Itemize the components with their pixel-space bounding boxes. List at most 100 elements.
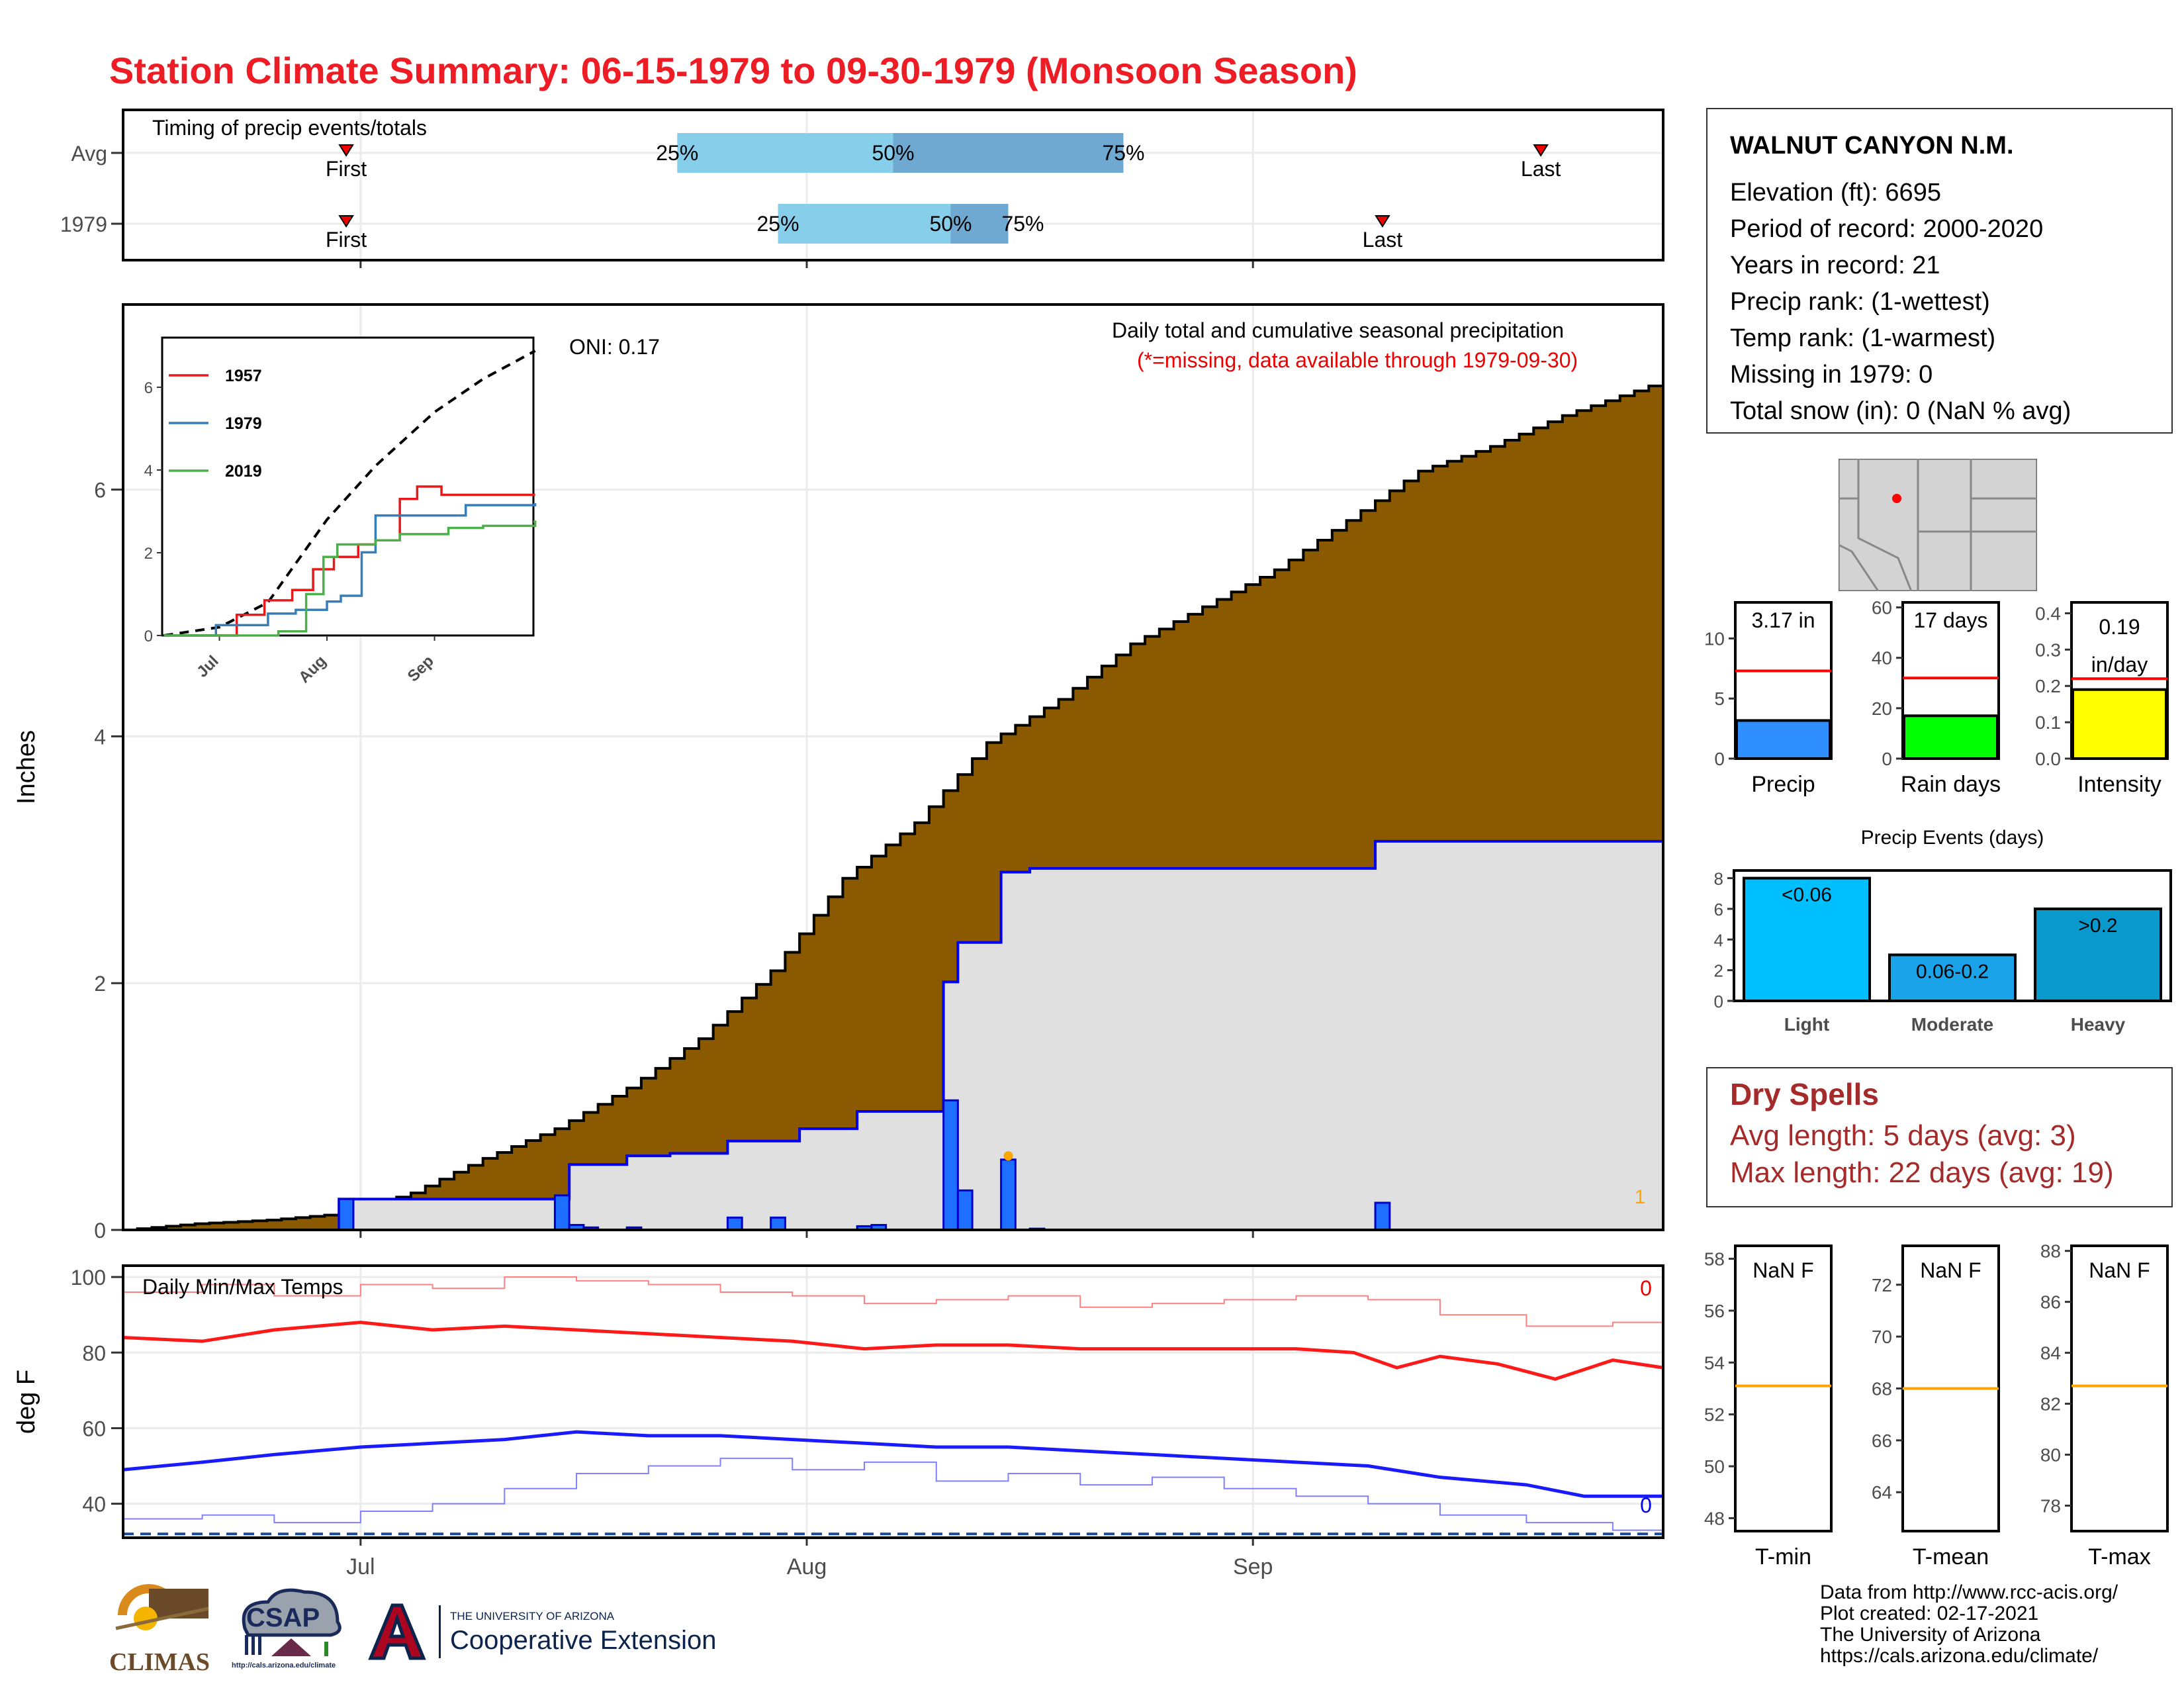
- timing-row-label: Avg: [71, 142, 107, 165]
- timing-bar-q25-q50: [778, 204, 951, 244]
- timing-bar-q50-q75: [893, 133, 1124, 173]
- csap-logo-graphic: [242, 1588, 341, 1656]
- timing-q25-label: 25%: [656, 141, 698, 165]
- inset-series-line-1979: [163, 503, 537, 637]
- daily-precip-bar: [1374, 1201, 1391, 1231]
- summary-value-label: 0.19: [2099, 615, 2140, 639]
- ua-a-icon: [368, 1603, 426, 1660]
- temp-record-min-line: [123, 1458, 1664, 1531]
- events-y-tick-label: 8: [1714, 869, 1723, 889]
- temp-summary-y-tick-label: 48: [1704, 1508, 1725, 1528]
- inset-y-tick-label: 0: [144, 628, 153, 645]
- timing-first-marker: [338, 215, 354, 228]
- precip-event-category-label: Moderate: [1911, 1014, 1993, 1035]
- climas-logo-graphic: [115, 1584, 209, 1630]
- temp-summary-y-tick-label: 72: [1872, 1275, 1892, 1295]
- temp-y-axis-label: deg F: [13, 1370, 40, 1434]
- timing-last-label: Last: [1521, 157, 1561, 181]
- timing-first-label: First: [326, 228, 367, 252]
- timing-last-marker: [1533, 144, 1549, 157]
- precip-event-category-label: Light: [1784, 1014, 1829, 1035]
- timing-last-label: Last: [1363, 228, 1403, 252]
- summary-value-bar: [1735, 719, 1831, 760]
- summary-panel-label: Precip: [1751, 772, 1815, 797]
- climas-logo-text: CLIMAS: [109, 1648, 210, 1676]
- ua-logo: THE UNIVERSITY OF ARIZONA Cooperative Ex…: [361, 1602, 731, 1662]
- inset-panel: [161, 336, 535, 637]
- timing-title: Timing of precip events/totals: [152, 116, 427, 140]
- inset-series-line-1957: [163, 485, 535, 637]
- temp-summary-y-tick-label: 86: [2040, 1292, 2061, 1313]
- station-info-box: WALNUT CANYON N.M. Elevation (ft): 6695 …: [1706, 108, 2173, 434]
- ua-logo-line1: THE UNIVERSITY OF ARIZONA: [450, 1610, 615, 1622]
- summary-y-tick-label: 0.1: [2035, 712, 2061, 733]
- daily-precip-bar: [770, 1216, 786, 1231]
- temp-summary-y-tick-label: 54: [1704, 1352, 1725, 1373]
- events-y-tick-label: 0: [1714, 992, 1723, 1011]
- precip-y-tick-label: 6: [94, 479, 106, 502]
- summary-value-bar: [1903, 714, 1999, 761]
- timing-q50-label: 50%: [872, 141, 914, 165]
- dry-spells-title: Dry Spells: [1730, 1077, 1879, 1111]
- temp-panel-bg: [123, 1266, 1663, 1538]
- daily-precip-bar: [338, 1197, 355, 1231]
- temp-y-tick-label: 40: [82, 1493, 106, 1517]
- summary-y-tick-label: 20: [1872, 698, 1892, 719]
- summary-panel-label: Rain days: [1901, 772, 2001, 797]
- climas-logo: CLIMAS: [109, 1582, 215, 1676]
- csap-logo-url: http://cals.arizona.edu/climate: [232, 1662, 336, 1669]
- summary-y-tick-label: 0.2: [2035, 676, 2061, 696]
- temp-summary-value-label: NaN F: [2089, 1258, 2150, 1282]
- timing-q50-label: 50%: [929, 212, 972, 236]
- inset-y-tick-label: 2: [144, 545, 153, 563]
- map-background: [1839, 459, 2037, 591]
- precip-event-category-label: Heavy: [2071, 1014, 2126, 1035]
- precip-event-bar: [1743, 876, 1871, 1002]
- temp-summary-panel-label: T-mean: [1913, 1544, 1989, 1569]
- oni-label: ONI: 0.17: [569, 335, 660, 359]
- temp-y-tick-label: 100: [71, 1266, 106, 1289]
- precip-event-value-label: <0.06: [1782, 884, 1832, 906]
- dry-spells-box: Dry Spells Avg length: 5 days (avg: 3) M…: [1706, 1067, 2173, 1207]
- ua-logo-line2: Cooperative Extension: [450, 1626, 717, 1655]
- inset-avg-dashed-line: [163, 350, 536, 637]
- precip-y-tick-label: 2: [94, 972, 106, 996]
- temp-record-max-line: [123, 1276, 1664, 1327]
- temp-panel-border: [122, 1264, 1664, 1539]
- station-temp-rank: Temp rank: (1-warmest): [1730, 324, 1996, 352]
- credit-data-source: Data from http://www.rcc-acis.org/: [1820, 1581, 2118, 1603]
- page-title: Station Climate Summary: 06-15-1979 to 0…: [109, 50, 1357, 91]
- locator-map: [1839, 459, 2037, 591]
- timing-first-label: First: [326, 157, 367, 181]
- summary-y-tick-label: 0: [1882, 749, 1892, 769]
- credit-url: https://cals.arizona.edu/climate/: [1820, 1645, 2099, 1667]
- temp-title: Daily Min/Max Temps: [142, 1275, 343, 1299]
- station-period: Period of record: 2000-2020: [1730, 215, 2044, 243]
- timing-q75-label: 75%: [1001, 212, 1044, 236]
- timing-q25-label: 25%: [756, 212, 799, 236]
- temp-summary-y-tick-label: 68: [1872, 1379, 1892, 1399]
- summary-panel-label: Intensity: [2077, 772, 2161, 797]
- summary-y-tick-label: 60: [1872, 598, 1892, 618]
- timing-q75-label: 75%: [1102, 141, 1144, 165]
- station-snow: Total snow (in): 0 (NaN % avg): [1730, 397, 2071, 425]
- station-name: WALNUT CANYON N.M.: [1730, 132, 2014, 160]
- dry-spells-avg: Avg length: 5 days (avg: 3): [1730, 1119, 2076, 1152]
- inset-legend-label: 1957: [225, 367, 262, 385]
- temp-summary-y-tick-label: 52: [1704, 1405, 1725, 1425]
- state-borders: [1839, 459, 2037, 591]
- temp-summary-y-tick-label: 58: [1704, 1249, 1725, 1270]
- inset-y-tick-label: 4: [144, 462, 153, 480]
- credit-plot-date: Plot created: 02-17-2021: [1820, 1603, 2039, 1624]
- summary-value-label: 17 days: [1913, 608, 1987, 632]
- daily-precip-bar: [942, 1099, 959, 1231]
- temp-summary-panel-label: T-min: [1755, 1544, 1811, 1569]
- station-precip-rank: Precip rank: (1-wettest): [1730, 288, 1990, 316]
- events-y-tick-label: 4: [1714, 930, 1723, 950]
- summary-y-tick-label: 0.0: [2035, 749, 2061, 769]
- events-y-tick-label: 2: [1714, 961, 1723, 981]
- temp-summary-y-tick-label: 84: [2040, 1343, 2061, 1364]
- temp-y-tick-label: 60: [82, 1417, 106, 1440]
- temp-summary-y-tick-label: 50: [1704, 1456, 1725, 1477]
